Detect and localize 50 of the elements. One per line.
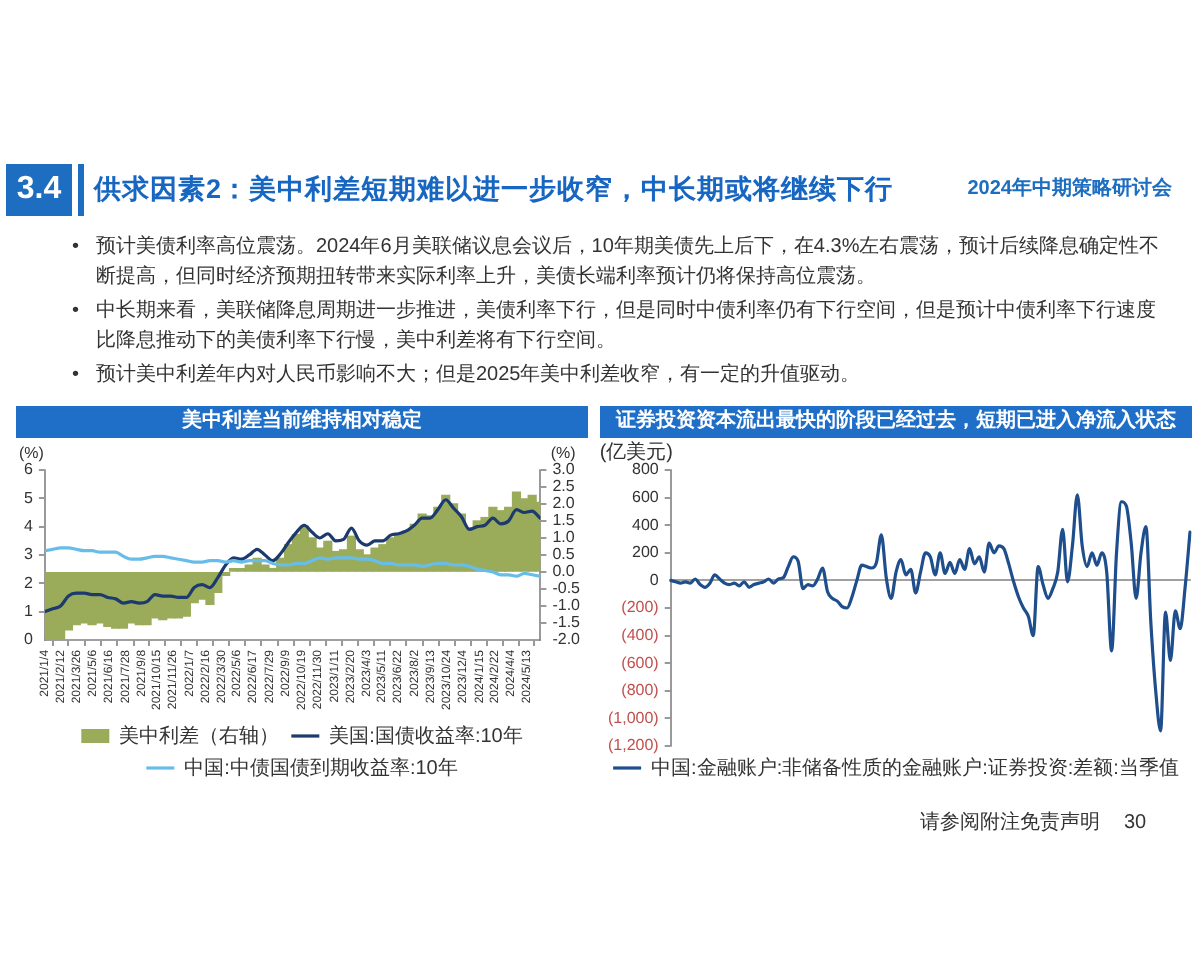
y-axis-title: (%) — [19, 444, 45, 463]
y2-tick-label: 2.5 — [552, 477, 576, 496]
y-tick-label: 200 — [631, 543, 660, 562]
line-series — [44, 498, 541, 614]
line-series — [669, 493, 1192, 733]
text: •中长期来看，美联储降息周期进一步推进，美债利率下行，但是同时中债利率仍有下行空间，但是预计中债利率下行速度比降息推动下的美债利率下行慢，美中利差将有下行空间。 — [72, 297, 1158, 356]
y-tick-label: 400 — [631, 515, 660, 534]
y-tick-label: 600 — [631, 488, 660, 507]
text: 供求因素2：美中利差短期难以进一步收窄，中长期或将继续下行 — [78, 164, 894, 216]
y-tick-label: 800 — [631, 460, 660, 479]
y2-tick-label: -0.5 — [552, 579, 582, 598]
legend-label: 中国:金融账户:非储备性质的金融账户:证券投资:差额:当季值 — [651, 755, 1179, 780]
text: •预计美债利率高位震荡。2024年6月美联储议息会议后，10年期美债先上后下，在4.3%左右震荡，预计后续降息确定性不断提高，但同时经济预期扭转带来实际利率上升，美债长端利率预计仍将保持高位震荡。 — [72, 233, 1162, 292]
y2-tick-label: 1.0 — [552, 528, 576, 547]
y-tick-label: (600) — [621, 653, 660, 672]
chart-title: 美中利差当前维持相对稳定 — [16, 406, 588, 438]
y2-tick-label: -1.5 — [552, 613, 582, 632]
y-tick-label: (1,000) — [607, 708, 660, 727]
y-tick-label: 4 — [23, 517, 34, 536]
text: 3.4 — [6, 164, 72, 216]
y2-axis-title: (%) — [550, 444, 577, 463]
y-tick-label: 3 — [23, 545, 34, 564]
y2-tick-label: -1.0 — [552, 596, 582, 615]
y2-tick-label: -2.0 — [552, 630, 582, 649]
bar — [260, 564, 270, 572]
y-axis-title: (亿美元) — [599, 439, 674, 464]
y-tick-label: (400) — [621, 626, 660, 645]
y-tick-label: 6 — [23, 460, 34, 479]
y2-tick-label: 0.0 — [552, 562, 576, 581]
text: 2024年中期策略研讨会 — [967, 175, 1172, 204]
y-tick-label: 0 — [23, 630, 34, 649]
y-tick-label: 5 — [23, 488, 34, 507]
legend-label: 中国:中债国债到期收益率:10年 — [184, 755, 458, 780]
y-tick-label: 1 — [23, 602, 34, 621]
chart-title: 证券投资资本流出最快的阶段已经过去，短期已进入净流入状态 — [600, 406, 1192, 438]
text: •预计美中利差年内对人民币影响不大；但是2025年美中利差收窄，有一定的升值驱动。 — [72, 361, 863, 390]
y2-tick-label: 0.5 — [552, 545, 576, 564]
y-tick-label: 2 — [23, 573, 34, 592]
y2-tick-label: 2.0 — [552, 494, 576, 513]
text: 30 — [1124, 812, 1147, 836]
legend-label: 美中利差（右轴） — [119, 723, 280, 748]
y-tick-label: (200) — [621, 598, 660, 617]
y-tick-label: (1,200) — [607, 736, 660, 755]
line-series — [44, 546, 541, 578]
y2-tick-label: 1.5 — [552, 511, 576, 530]
y-tick-label: (800) — [621, 681, 660, 700]
y-tick-label: 0 — [649, 570, 660, 589]
legend-label: 美国:国债收益率:10年 — [329, 723, 523, 748]
y2-tick-label: 3.0 — [552, 460, 576, 479]
text: 请参阅附注免责声明 — [920, 812, 1100, 836]
